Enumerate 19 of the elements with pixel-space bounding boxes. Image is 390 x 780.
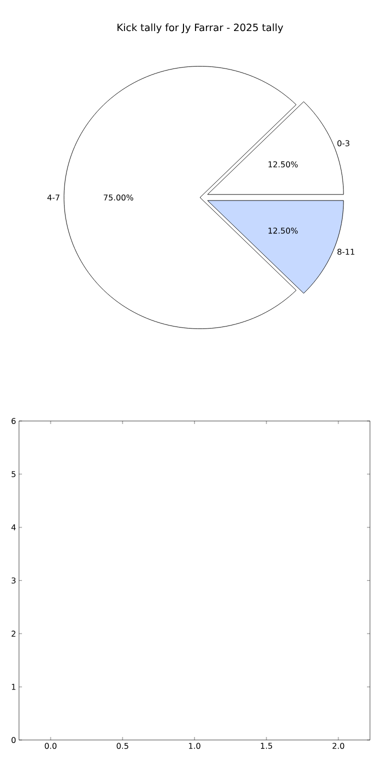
slice-label: 0-3 xyxy=(337,140,350,146)
x-tick-label: 0.5 xyxy=(116,742,128,749)
x-tick-label: 2.0 xyxy=(332,742,344,749)
y-tick-label: 5 xyxy=(12,471,16,478)
y-tick-label: 1 xyxy=(12,684,16,690)
slice-label: 4-7 xyxy=(47,194,60,200)
data-label: 12.50% xyxy=(268,228,298,234)
x-tick-label: 1.0 xyxy=(189,742,200,749)
y-tick-label: 3 xyxy=(12,577,16,584)
data-label: 75.00% xyxy=(104,194,134,201)
y-tick-label: 4 xyxy=(11,524,16,530)
x-tick-label: 1.5 xyxy=(260,742,272,749)
slice-label: 8-11 xyxy=(337,248,354,255)
chart-title: Kick tally for Jy Farrar - 2025 tally xyxy=(118,23,284,34)
data-label: 12.50% xyxy=(268,161,298,168)
x-tick-label: 0.0 xyxy=(44,742,56,749)
y-tick-label: 2 xyxy=(12,630,16,637)
y-tick-label: 0 xyxy=(12,736,16,744)
y-tick-label: 6 xyxy=(12,418,16,424)
